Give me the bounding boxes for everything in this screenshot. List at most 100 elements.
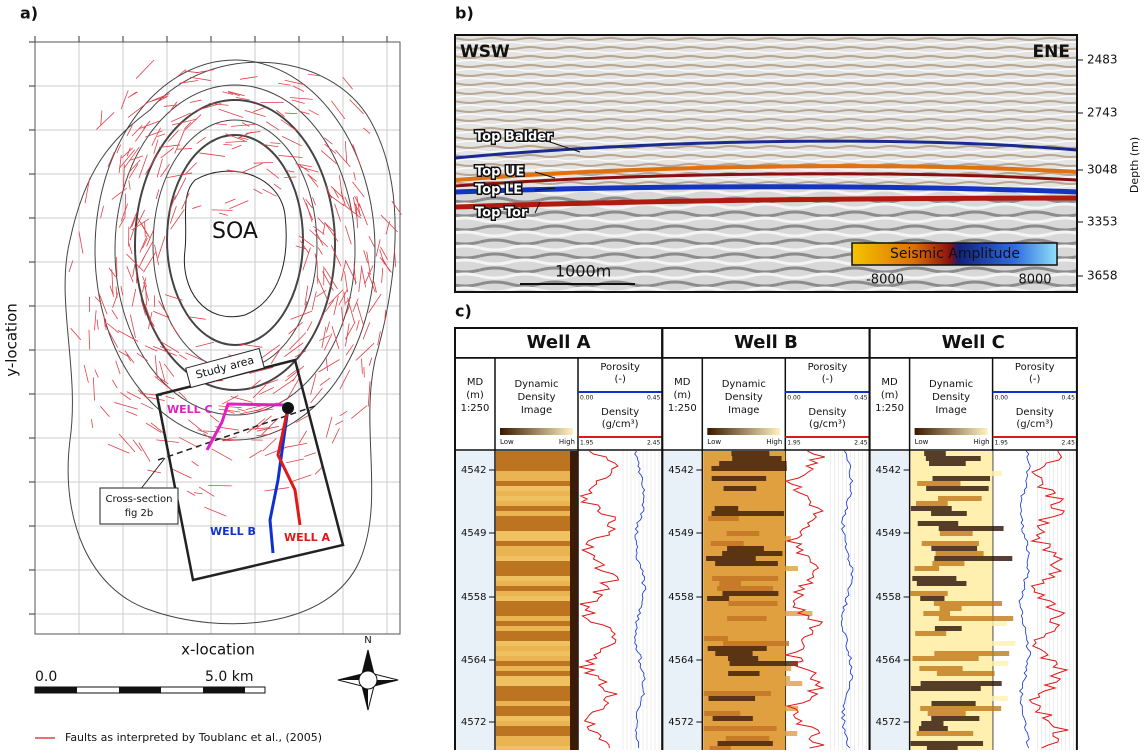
fault (231, 396, 253, 402)
image-texture (931, 546, 977, 551)
porosity-min: 0.00 (580, 395, 594, 402)
fault (170, 206, 176, 223)
scale-end: 5.0 km (205, 669, 253, 685)
fault (326, 357, 327, 371)
density-label: (g/cm³) (809, 419, 846, 430)
fault (319, 336, 330, 341)
fault (293, 86, 304, 92)
depth-tick-label: 2743 (1087, 106, 1118, 120)
md-label: MD (467, 377, 484, 388)
porosity-log (841, 451, 853, 748)
fault (223, 144, 232, 145)
image-texture (921, 681, 1002, 686)
fault (359, 268, 362, 292)
depth-label: 4558 (668, 592, 693, 603)
image-label: Density (725, 392, 763, 403)
x-axis-label: x-location (181, 641, 255, 659)
depth-label: 4564 (876, 655, 901, 666)
image-texture (714, 571, 737, 576)
image-texture (935, 626, 962, 631)
image-texture (712, 526, 779, 531)
fault (114, 402, 137, 409)
image-texture (727, 616, 766, 621)
image-texture (720, 666, 792, 671)
image-texture (722, 606, 781, 611)
image-texture (706, 556, 756, 561)
porosity-max: 0.45 (647, 395, 661, 402)
md-label: 1:250 (668, 403, 697, 414)
porosity-label: Porosity (808, 362, 848, 373)
depth-label: 4572 (876, 717, 901, 728)
scale-label: 1000m (555, 262, 611, 281)
density-min: 1.95 (995, 440, 1009, 447)
image-texture (712, 576, 778, 581)
fault (304, 453, 315, 457)
depth-label: 4542 (461, 465, 486, 476)
fault (79, 231, 83, 253)
image-texture (927, 471, 1001, 476)
fault (179, 355, 187, 360)
image-texture (496, 671, 578, 676)
image-label: Image (521, 405, 552, 416)
image-texture (715, 536, 791, 541)
image-texture (922, 541, 979, 546)
study-area-box (157, 360, 343, 580)
image-texture (710, 746, 731, 750)
image-texture (496, 581, 578, 586)
fault (95, 369, 99, 377)
depth-label: 4549 (876, 528, 901, 539)
image-colorbar (915, 428, 988, 435)
fault (156, 440, 179, 443)
image-texture (719, 581, 741, 586)
horizon-label: Top Tor (475, 206, 528, 221)
image-texture (496, 486, 578, 491)
image-texture (931, 716, 979, 721)
image-texture (727, 546, 764, 551)
fault (164, 364, 174, 377)
fault (231, 124, 255, 126)
image-texture (496, 696, 578, 701)
fault (133, 264, 135, 277)
fault (281, 120, 297, 131)
image-texture (496, 586, 578, 591)
fault (376, 239, 380, 256)
fault (190, 77, 211, 80)
fault (126, 411, 137, 415)
image-texture (711, 676, 790, 681)
fault (94, 310, 96, 330)
fault (130, 92, 137, 96)
fault (317, 260, 318, 284)
image-texture (496, 631, 578, 636)
depth-tick-label: 2483 (1087, 53, 1118, 67)
image-texture (722, 551, 782, 556)
well-a-label: WELL A (284, 531, 330, 544)
fault (361, 265, 365, 287)
fault (169, 102, 177, 114)
fault (156, 189, 159, 199)
fault (240, 344, 262, 347)
image-texture (920, 596, 944, 601)
image-texture (922, 736, 977, 741)
fault (345, 271, 348, 292)
fault (96, 112, 114, 129)
image-texture (733, 731, 798, 736)
image-texture (496, 546, 578, 551)
density-label: Density (1016, 407, 1054, 418)
fault (263, 438, 277, 451)
image-texture (934, 651, 1009, 656)
image-label: Dynamic (929, 379, 973, 390)
image-texture (496, 716, 578, 721)
image-texture (931, 511, 967, 516)
fault (299, 431, 307, 444)
density-label: Density (601, 407, 639, 418)
direction-left: WSW (460, 42, 510, 62)
panel-label: a) (20, 4, 38, 23)
fault (194, 493, 203, 494)
density-label: Density (808, 407, 846, 418)
image-texture (723, 681, 803, 686)
fault (148, 397, 165, 400)
image-label: Density (517, 392, 555, 403)
md-label: 1:250 (461, 403, 490, 414)
image-texture (913, 656, 979, 661)
image-texture (722, 721, 746, 726)
